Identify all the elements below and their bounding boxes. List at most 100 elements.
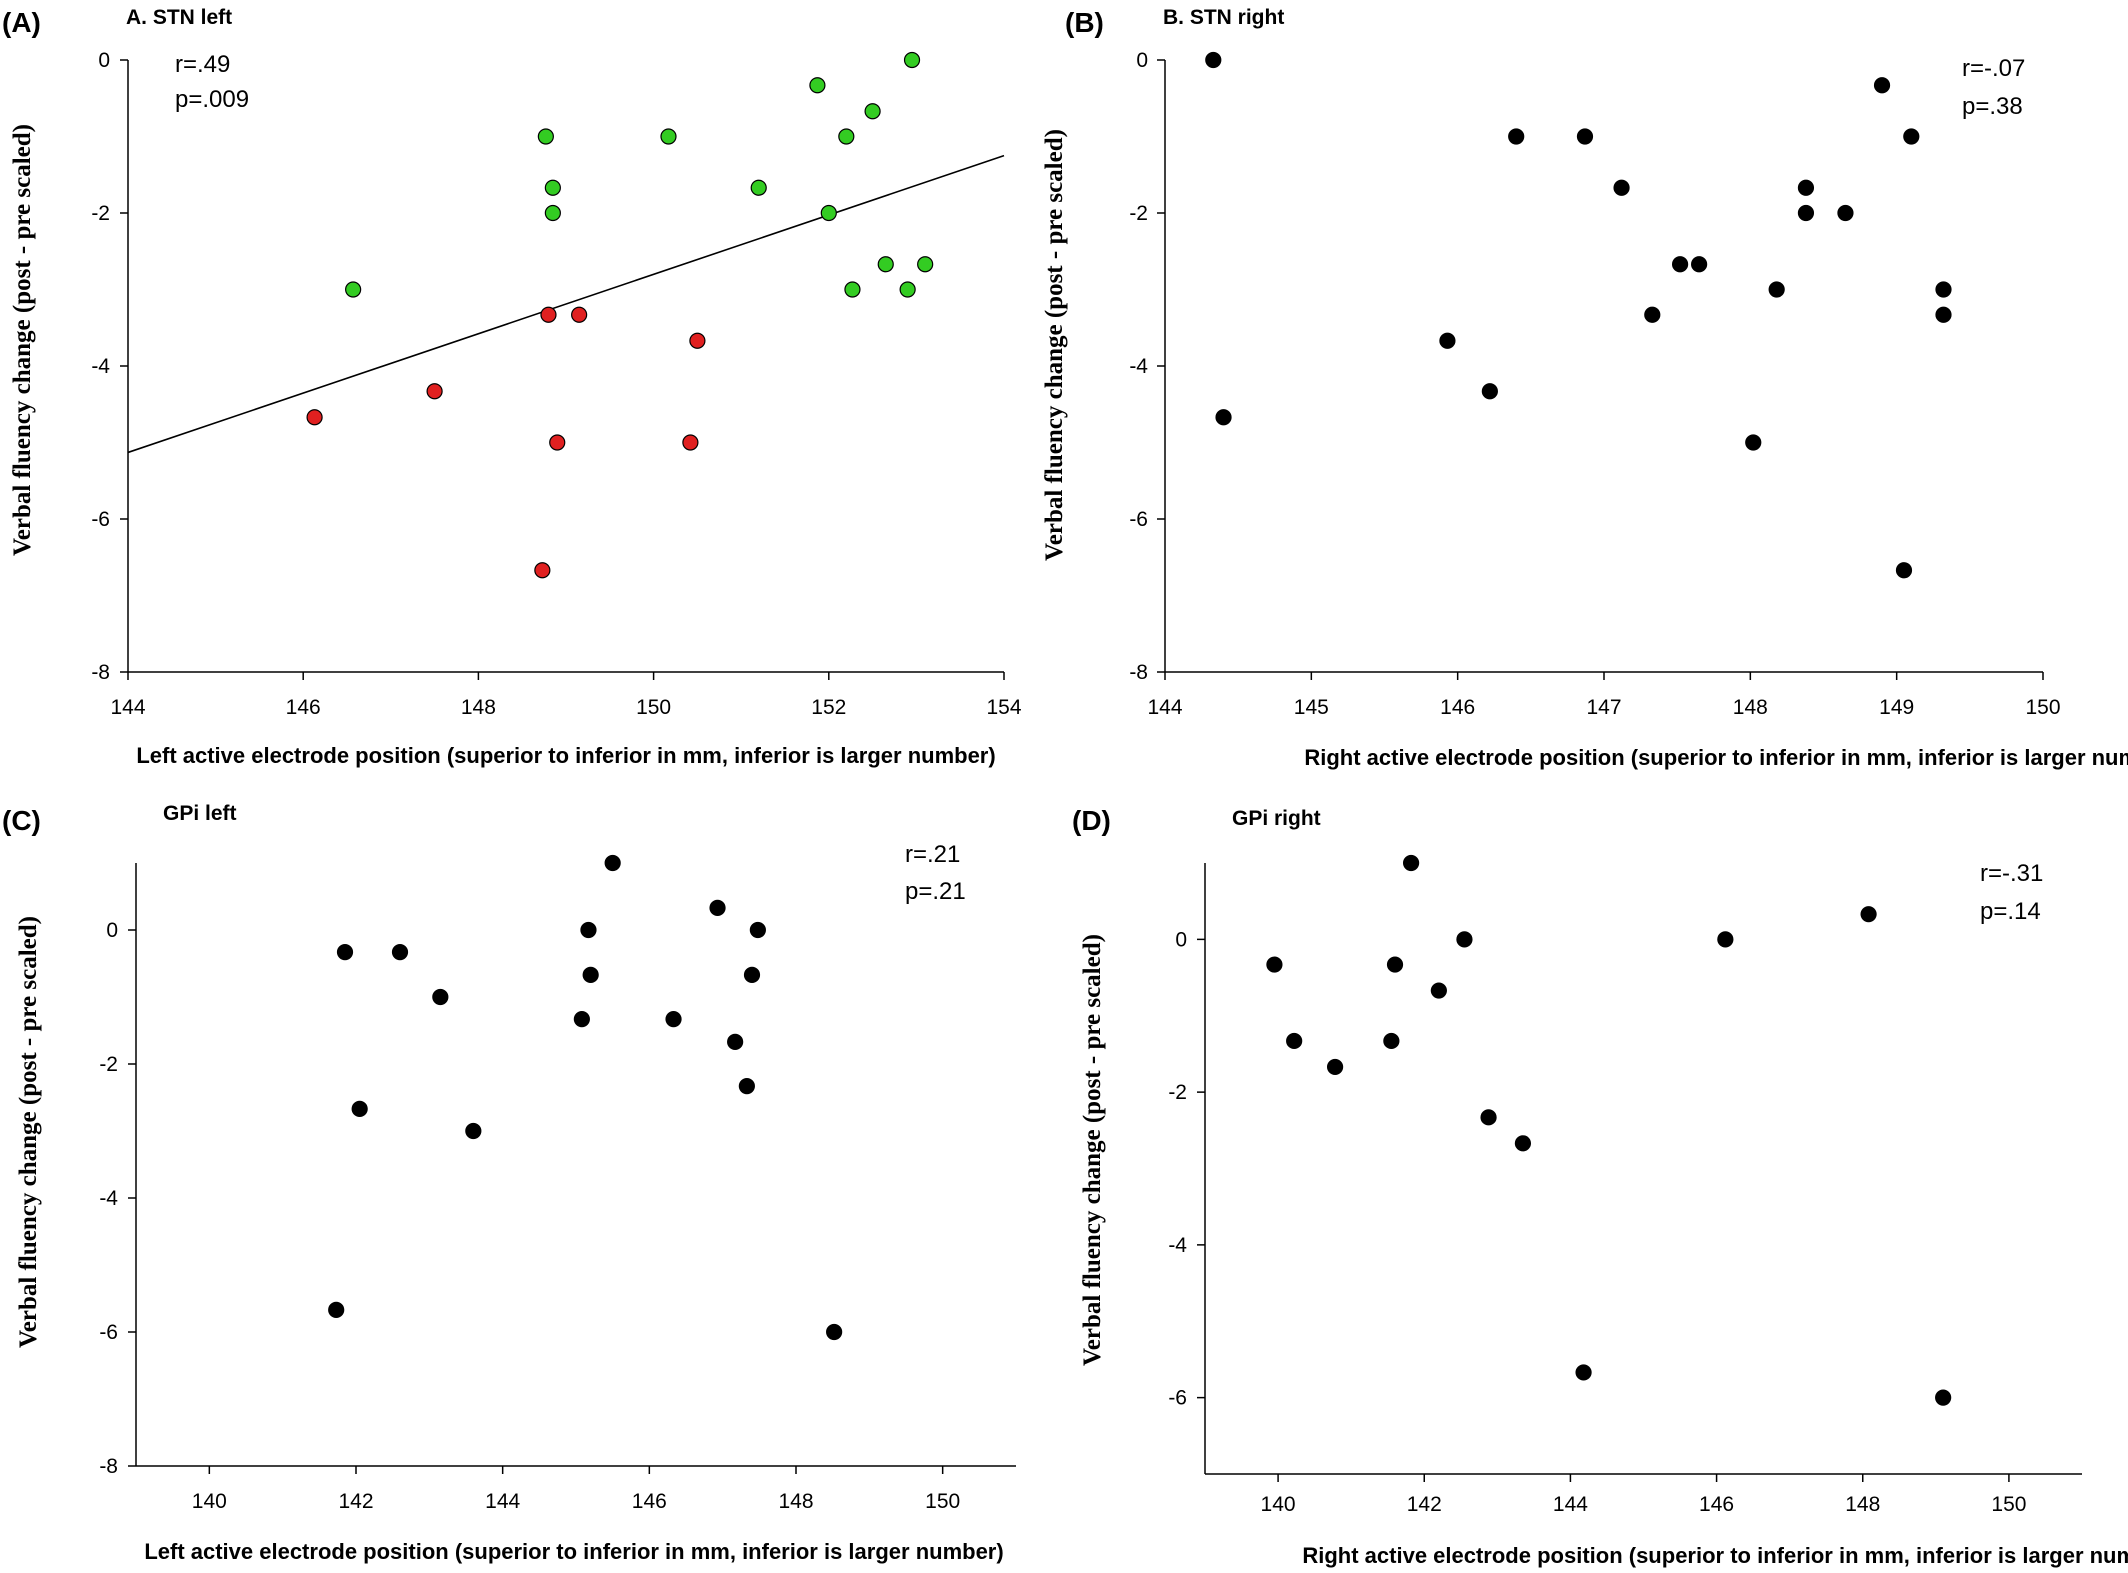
chart-title: GPi left [163,802,237,825]
data-point [682,434,699,451]
data-point [1717,931,1734,948]
y-tick-label: 0 [1136,49,1148,72]
data-point [1613,179,1630,196]
y-tick-label: -6 [1129,508,1148,531]
data-point [1671,256,1689,273]
data-point [1935,1389,1952,1406]
data-point [1873,77,1891,94]
data-point [1576,128,1594,145]
data-point [1903,128,1920,145]
x-tick-label: 144 [1147,696,1182,719]
data-point [465,1122,482,1140]
data-point [1402,854,1420,872]
data-point [1860,906,1877,923]
x-tick-label: 145 [1294,696,1329,719]
data-point [903,51,921,69]
y-tick-label: -6 [99,1321,118,1344]
x-tick-label: 150 [636,696,671,719]
x-tick-label: 148 [1845,1493,1880,1516]
data-point [573,1011,590,1028]
data-point [1575,1364,1592,1381]
data-point [1205,51,1222,69]
data-point [345,281,362,298]
x-tick-label: 148 [1733,696,1768,719]
data-point [328,1301,345,1318]
x-tick-label: 146 [286,696,321,719]
data-point [1215,409,1232,426]
y-tick-label: -2 [99,1053,118,1076]
data-point [1837,204,1854,222]
data-point [549,434,566,451]
x-tick-label: 144 [1553,1493,1588,1516]
chart-panel: 144 146 148 150 152 154 0 -2 -4 -6 -8 (A) A. STN lef… [2,6,1022,768]
y-tick-label: -4 [91,355,110,378]
data-point [665,1011,682,1028]
data-point [1326,1058,1344,1076]
data-point [1797,204,1815,222]
data-point [604,854,621,872]
data-point [1481,383,1498,400]
x-axis-label: Right active electrode position (superio… [1302,1543,2128,1568]
data-point [749,921,766,939]
data-point [738,1078,755,1095]
panel-letter: (D) [1072,805,1111,836]
x-tick-label: 140 [1261,1493,1296,1516]
x-axis-label: Left active electrode position (superior… [136,743,995,768]
data-point [1935,306,1952,323]
x-tick-label: 147 [1586,696,1621,719]
y-tick-label: -2 [1168,1081,1187,1104]
y-axis-label: Verbal fluency change (post - pre scaled… [1041,129,1068,561]
x-tick-label: 146 [1440,696,1475,719]
chart-title: A. STN left [126,6,232,29]
data-point [544,179,561,196]
y-tick-label: -2 [1129,202,1148,225]
data-point [917,256,934,273]
data-point [1644,306,1661,323]
y-axis-label: Verbal fluency change (post - pre scaled… [15,916,42,1348]
data-point [571,306,588,323]
data-point [534,562,551,579]
y-tick-label: -2 [91,202,110,225]
data-point [432,988,449,1006]
panel-letter: (B) [1065,7,1104,38]
data-point [544,204,561,222]
data-point [660,128,677,145]
data-point [1456,931,1473,948]
x-tick-label: 142 [338,1490,373,1513]
data-point [540,306,557,323]
data-point [1480,1109,1497,1126]
y-tick-label: -4 [1129,355,1148,378]
x-tick-label: 152 [811,696,846,719]
stat-annotation: p=.14 [1980,898,2041,925]
data-point [877,256,894,273]
x-tick-label: 146 [632,1490,667,1513]
stat-annotation: p=.38 [1962,93,2023,120]
data-point [1935,281,1952,298]
data-point [580,921,597,939]
data-point [1430,982,1447,999]
chart-title: GPi right [1232,807,1321,830]
chart-panel: 140 142 144 146 148 150 0 -2 -4 -6 -8 (C) GPi left r=… [2,802,1016,1564]
y-tick-label: -8 [91,661,110,684]
chart-panel: 140 142 144 146 148 150 0 -2 -4 -6 (D) GPi right r=-… [1072,805,2128,1568]
data-point [306,409,323,426]
data-point [1895,562,1913,579]
data-point [820,204,837,222]
x-tick-label: 146 [1699,1493,1734,1516]
x-tick-label: 140 [192,1490,227,1513]
data-point [336,944,354,961]
stat-annotation: r=-.07 [1962,55,2025,82]
data-point [426,383,443,400]
data-point [1797,179,1815,196]
data-point [838,128,855,145]
chart-title: B. STN right [1163,6,1284,29]
y-tick-label: -6 [1168,1387,1187,1410]
data-point [1691,256,1708,273]
data-point [1508,128,1525,145]
data-point [809,77,826,94]
data-point [1286,1032,1303,1050]
data-point [1383,1032,1400,1050]
x-tick-label: 150 [2025,696,2060,719]
panel-letter: (A) [2,7,41,38]
data-point [750,179,767,196]
